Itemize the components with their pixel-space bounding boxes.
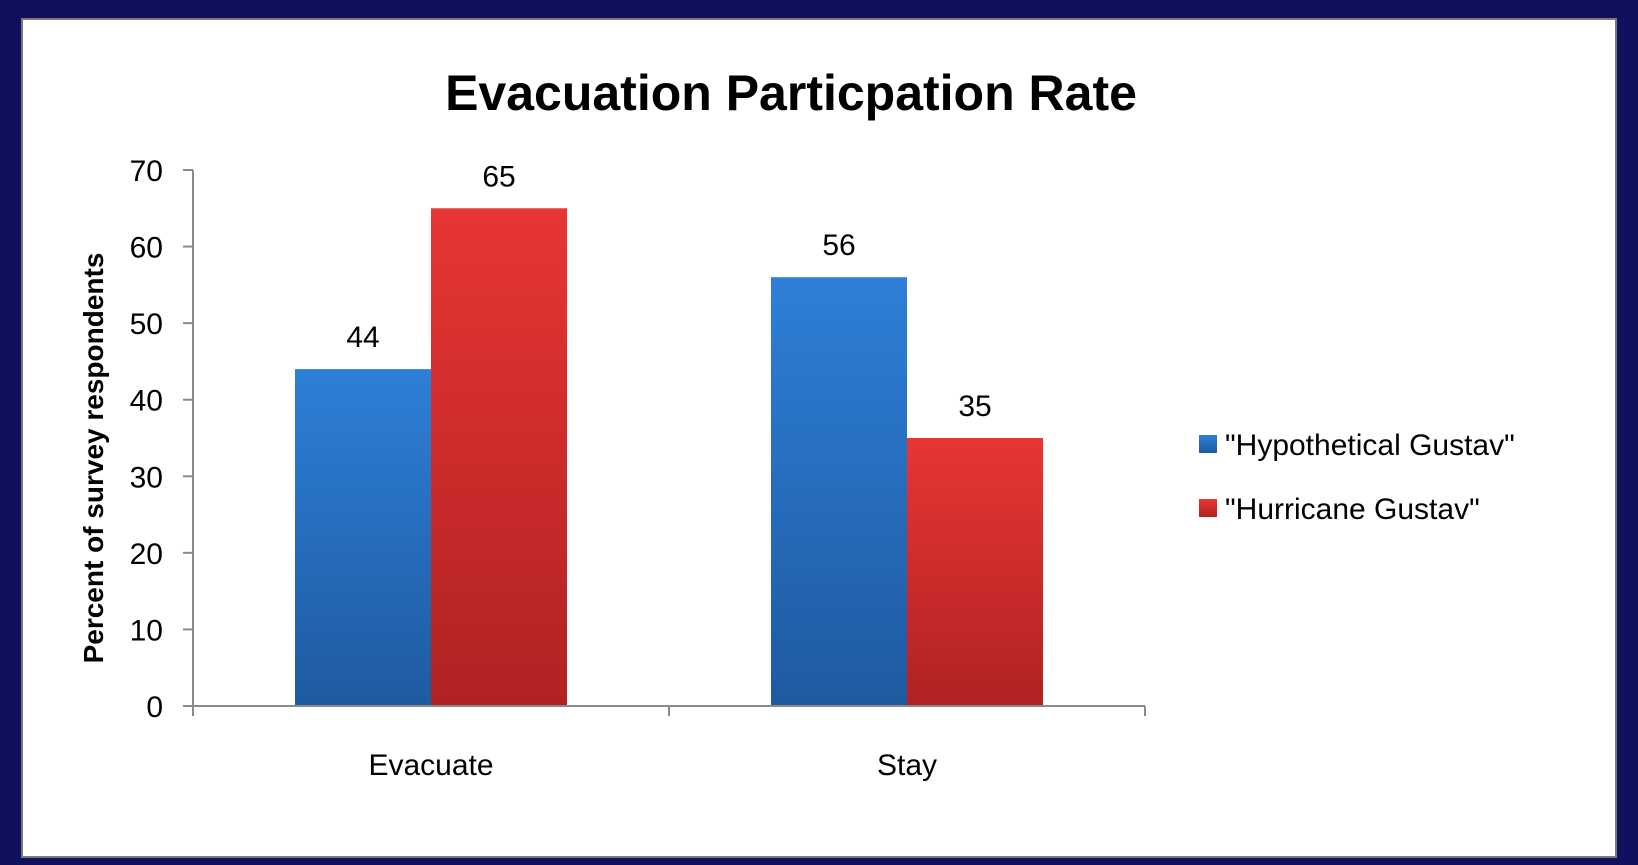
- data-label: 35: [958, 390, 991, 423]
- bar-stay-series-1: [771, 277, 907, 706]
- y-tick-label: 40: [130, 385, 163, 418]
- y-tick-label: 30: [130, 461, 163, 494]
- chart-panel: Evacuation Particpation Rate 44 65 Evacuat…: [21, 18, 1617, 858]
- legend-label: "Hurricane Gustav": [1225, 493, 1480, 526]
- y-tick-label: 60: [130, 232, 163, 265]
- bar-evacuate-series-1: [295, 369, 431, 706]
- bar-stay-series-2: [907, 438, 1043, 706]
- chart-title: Evacuation Particpation Rate: [445, 65, 1137, 121]
- category-label: Evacuate: [368, 749, 493, 782]
- legend-swatch: [1199, 499, 1217, 517]
- y-tick-label: 20: [130, 538, 163, 571]
- bar-chart: Evacuation Particpation Rate 44 65 Evacuat…: [78, 65, 1515, 782]
- y-tick-label: 10: [130, 614, 163, 647]
- bar-evacuate-series-2: [431, 208, 567, 707]
- legend-label: "Hypothetical Gustav": [1225, 429, 1515, 462]
- legend: "Hypothetical Gustav" "Hurricane Gustav": [1199, 429, 1515, 526]
- data-label: 56: [822, 229, 855, 262]
- data-label: 65: [482, 160, 515, 193]
- y-axis-title: Percent of survey respondents: [78, 253, 109, 664]
- data-label: 44: [346, 321, 379, 354]
- y-tick-label: 0: [146, 691, 163, 724]
- category-label: Stay: [877, 749, 937, 782]
- legend-swatch: [1199, 435, 1217, 453]
- y-tick-label: 50: [130, 308, 163, 341]
- plot-area: 44 65 Evacuate 56 35 Stay 0 10 20 30 40 50 60 70: [130, 155, 1146, 782]
- y-tick-label: 70: [130, 155, 163, 188]
